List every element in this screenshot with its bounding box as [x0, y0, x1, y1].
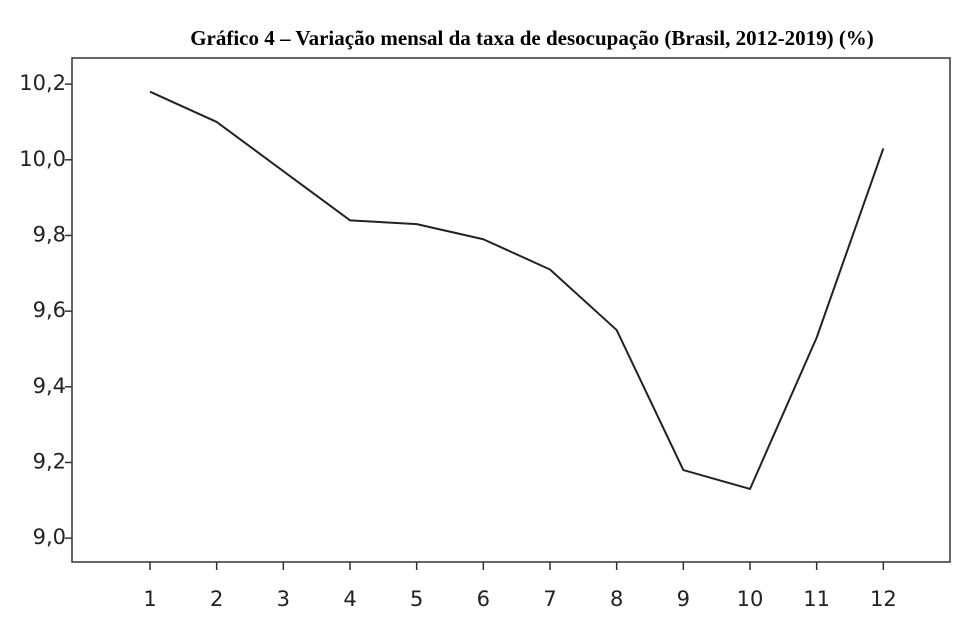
y-tick-label: 9,8 — [33, 222, 66, 246]
x-tick-label: 2 — [210, 587, 223, 611]
chart-title: Gráfico 4 – Variação mensal da taxa de d… — [190, 26, 874, 50]
y-tick-label: 9,2 — [33, 449, 66, 473]
x-tick-label: 1 — [143, 587, 156, 611]
x-tick-label: 3 — [277, 587, 290, 611]
x-tick-label: 8 — [610, 587, 623, 611]
y-tick-label: 10,0 — [19, 147, 66, 171]
data-line — [149, 90, 885, 490]
x-tick-label: 4 — [343, 587, 356, 611]
x-tick-label: 11 — [803, 587, 830, 611]
x-tick-label: 12 — [870, 587, 897, 611]
x-tick-label: 5 — [410, 587, 423, 611]
x-tick-label: 9 — [677, 587, 690, 611]
y-tick-label: 9,0 — [33, 525, 66, 549]
x-tick-label: 6 — [477, 587, 490, 611]
y-tick-label: 10,2 — [19, 71, 66, 95]
x-tick-label: 7 — [543, 587, 556, 611]
x-tick-label: 10 — [737, 587, 764, 611]
y-tick-label: 9,4 — [33, 374, 66, 398]
plot-frame — [71, 57, 951, 563]
y-tick-label: 9,6 — [33, 298, 66, 322]
